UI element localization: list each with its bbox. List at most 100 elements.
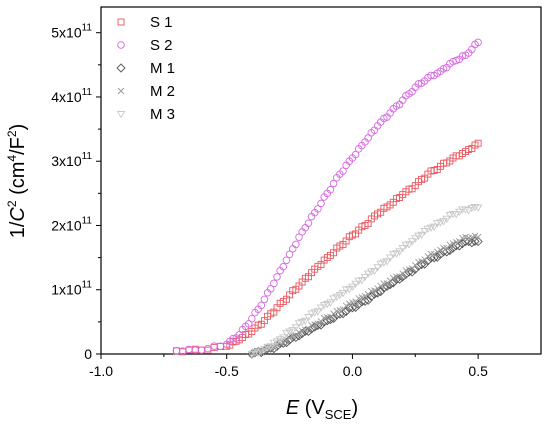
data-point-interp (304, 314, 313, 322)
y-tick-exponent: 11 (82, 87, 93, 98)
y-axis-title-mid: (cm (7, 162, 29, 201)
data-point (348, 283, 357, 291)
data-point-interp (382, 258, 392, 266)
legend-label: S 1 (150, 14, 173, 31)
y-tick-exponent: 11 (82, 215, 93, 226)
data-point-interp (229, 334, 237, 343)
data-point-interp (432, 252, 442, 262)
data-point (385, 254, 395, 263)
data-point-interp (350, 302, 361, 312)
x-axis-title-open: (V (299, 397, 325, 419)
data-point-interp (270, 279, 278, 288)
legend-marker (117, 87, 125, 95)
data-point-interp (351, 150, 360, 159)
data-point-interp (470, 204, 480, 212)
data-point-interp (363, 295, 373, 305)
x-tick-label: -0.5 (215, 363, 239, 379)
data-point-interp (393, 273, 400, 280)
y-tick-label: 2x1011 (51, 215, 92, 233)
y-axis-title-close: ) (7, 124, 29, 131)
data-point-interp (404, 241, 414, 249)
data-point-interp (204, 344, 212, 353)
x-tick-label: 0.5 (468, 363, 488, 379)
data-point-interp (433, 248, 441, 256)
data-point-interp (281, 337, 292, 348)
x-axis-title-close: ) (351, 397, 358, 419)
data-point-interp (295, 329, 303, 336)
data-point-interp (338, 289, 348, 298)
data-point-interp (329, 295, 338, 303)
data-point-interp (416, 259, 427, 270)
legend-item: M 1 (116, 60, 175, 77)
data-point (361, 292, 369, 300)
legend-label: S 2 (150, 37, 173, 54)
data-point-interp (458, 52, 467, 60)
data-point-interp (257, 347, 266, 355)
data-point (285, 250, 294, 259)
data-point (260, 345, 269, 354)
data-point-interp (332, 293, 341, 302)
data-point (411, 235, 420, 243)
data-point-interp (442, 215, 451, 224)
x-axis-title-main: E (286, 397, 300, 419)
legend-marker (117, 41, 125, 49)
y-axis-title: 1/C2 (cm4/F2) (5, 124, 29, 239)
data-point-interp (304, 219, 313, 227)
legend: S 1 S 2 M 1 M 2 M 3 (116, 14, 175, 123)
data-point-interp (316, 304, 326, 312)
data-point (474, 38, 482, 47)
data-point-interp (392, 250, 401, 258)
data-point-interp (380, 280, 388, 287)
plot-area (100, 6, 542, 355)
data-point-interp (414, 80, 423, 88)
data-point-interp (440, 244, 447, 252)
data-point (273, 273, 281, 281)
data-point (398, 245, 407, 253)
data-point-interp (282, 256, 291, 265)
data-point-interp (354, 299, 364, 310)
legend-item: M 3 (116, 106, 175, 123)
y-axis-title-sup: 2 (5, 200, 19, 207)
y-tick-exponent: 11 (82, 151, 93, 162)
y-tick-base: 0 (84, 346, 92, 362)
legend-item: S 1 (117, 14, 173, 31)
data-point-interp (313, 308, 323, 316)
data-point (360, 273, 370, 282)
y-tick-label: 3x1011 (51, 151, 92, 169)
data-point (172, 347, 181, 355)
data-point-interp (314, 320, 322, 328)
legend-label: M 1 (150, 60, 175, 77)
data-point-interp (395, 248, 404, 256)
y-axis-title-main: C (7, 207, 29, 222)
series-m3 (247, 204, 483, 359)
data-point-interp (429, 223, 439, 231)
data-point-interp (275, 336, 285, 344)
data-point (347, 303, 358, 313)
data-point-interp (427, 250, 435, 258)
data-point (286, 334, 293, 342)
data-point (247, 351, 257, 359)
data-point-interp (279, 263, 288, 271)
y-axis-title-sup2: 4 (5, 155, 19, 162)
data-point (374, 285, 381, 292)
data-point-interp (351, 280, 360, 289)
data-point-interp (417, 231, 426, 240)
data-point-interp (257, 301, 266, 310)
data-point-interp (377, 282, 385, 290)
series-layer (172, 38, 483, 359)
legend-marker (117, 18, 125, 26)
data-point-interp (288, 327, 297, 335)
series-s2 (172, 38, 482, 355)
legend-label: M 3 (150, 106, 175, 123)
data-point (335, 291, 345, 300)
y-tick-base: 5x10 (51, 25, 82, 41)
data-point-interp (250, 349, 260, 357)
data-point-interp (439, 65, 448, 73)
data-point-interp (451, 211, 461, 219)
data-point-interp (470, 236, 480, 246)
data-point (437, 246, 444, 254)
data-point-interp (357, 277, 367, 285)
data-point-interp (314, 205, 322, 213)
y-tick-label: 0 (84, 346, 92, 362)
